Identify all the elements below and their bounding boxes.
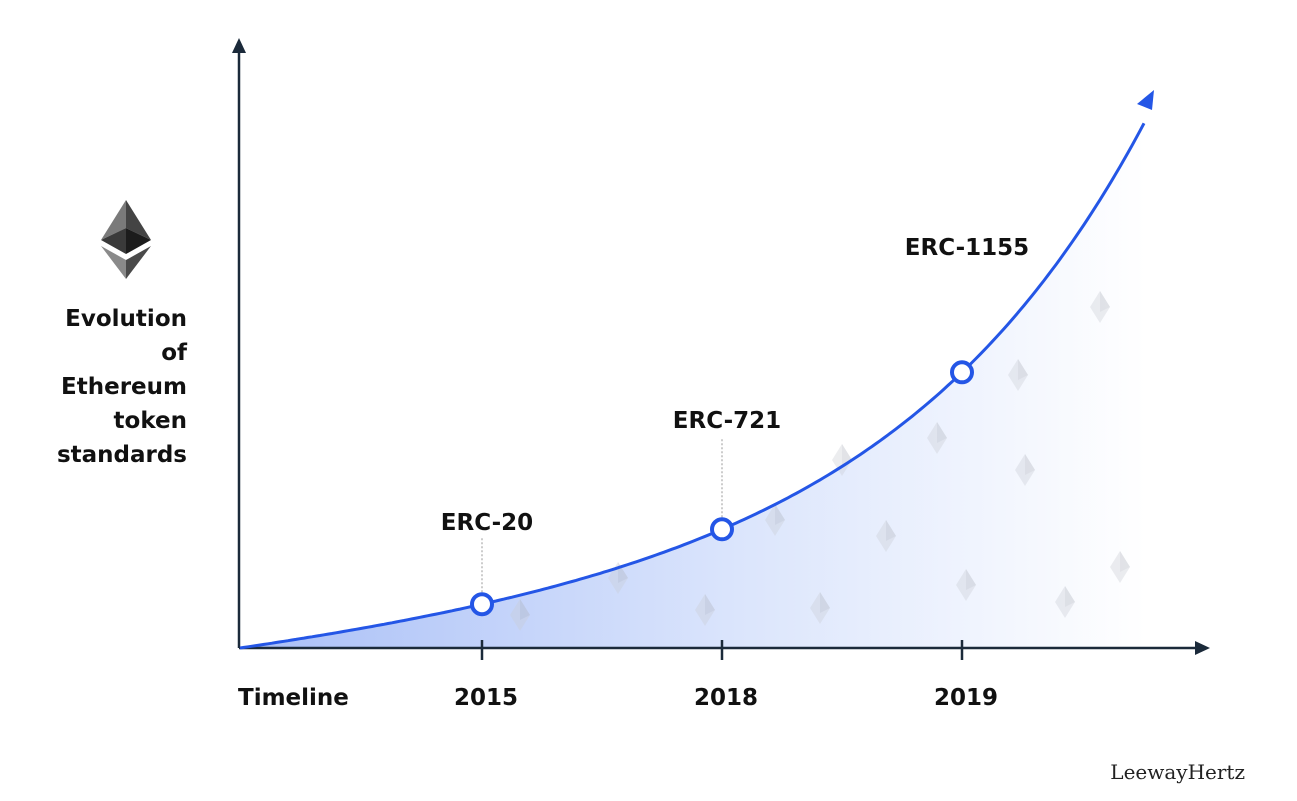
milestone-label: ERC-721 — [673, 408, 781, 434]
milestone-label: ERC-20 — [441, 510, 533, 536]
faint-eth-icon — [956, 569, 976, 601]
growth-curve — [239, 122, 1146, 650]
faint-eth-icon — [1110, 551, 1130, 583]
x-tick-label: 2018 — [694, 685, 758, 711]
y-axis-label: Evolution of Ethereum token standards — [57, 302, 187, 472]
faint-eth-icon — [876, 520, 896, 552]
y-label-line: standards — [56, 442, 187, 468]
milestone-marker — [710, 517, 734, 542]
y-label-line: Ethereum — [61, 374, 187, 400]
x-tick-label: 2019 — [934, 685, 998, 711]
x-axis-label: Timeline — [238, 685, 349, 711]
milestone-label: ERC-1155 — [905, 235, 1029, 261]
y-label-line: of — [161, 340, 187, 366]
milestone-marker — [950, 360, 974, 385]
y-label-line: token — [113, 408, 187, 434]
faint-eth-icon — [1090, 291, 1110, 323]
x-tick-label: 2015 — [454, 685, 518, 711]
faint-eth-icon — [810, 592, 830, 624]
faint-eth-icon — [695, 594, 715, 626]
area-fill — [240, 123, 1146, 649]
faint-eth-icon — [927, 422, 947, 454]
milestone-marker — [470, 592, 494, 617]
faint-eth-icon — [510, 599, 530, 631]
faint-eth-icon — [1015, 454, 1035, 486]
faint-eth-icon — [1055, 586, 1075, 618]
curve-arrow — [1137, 90, 1154, 110]
x-axis-arrow — [1195, 641, 1210, 655]
y-axis-arrow — [232, 38, 246, 53]
brand-watermark: LeewayHertz — [1110, 760, 1245, 784]
y-label-line: Evolution — [65, 306, 187, 332]
faint-eth-icon — [1008, 359, 1028, 391]
ethereum-logo-icon — [101, 200, 151, 279]
faint-eth-icon — [765, 504, 785, 536]
